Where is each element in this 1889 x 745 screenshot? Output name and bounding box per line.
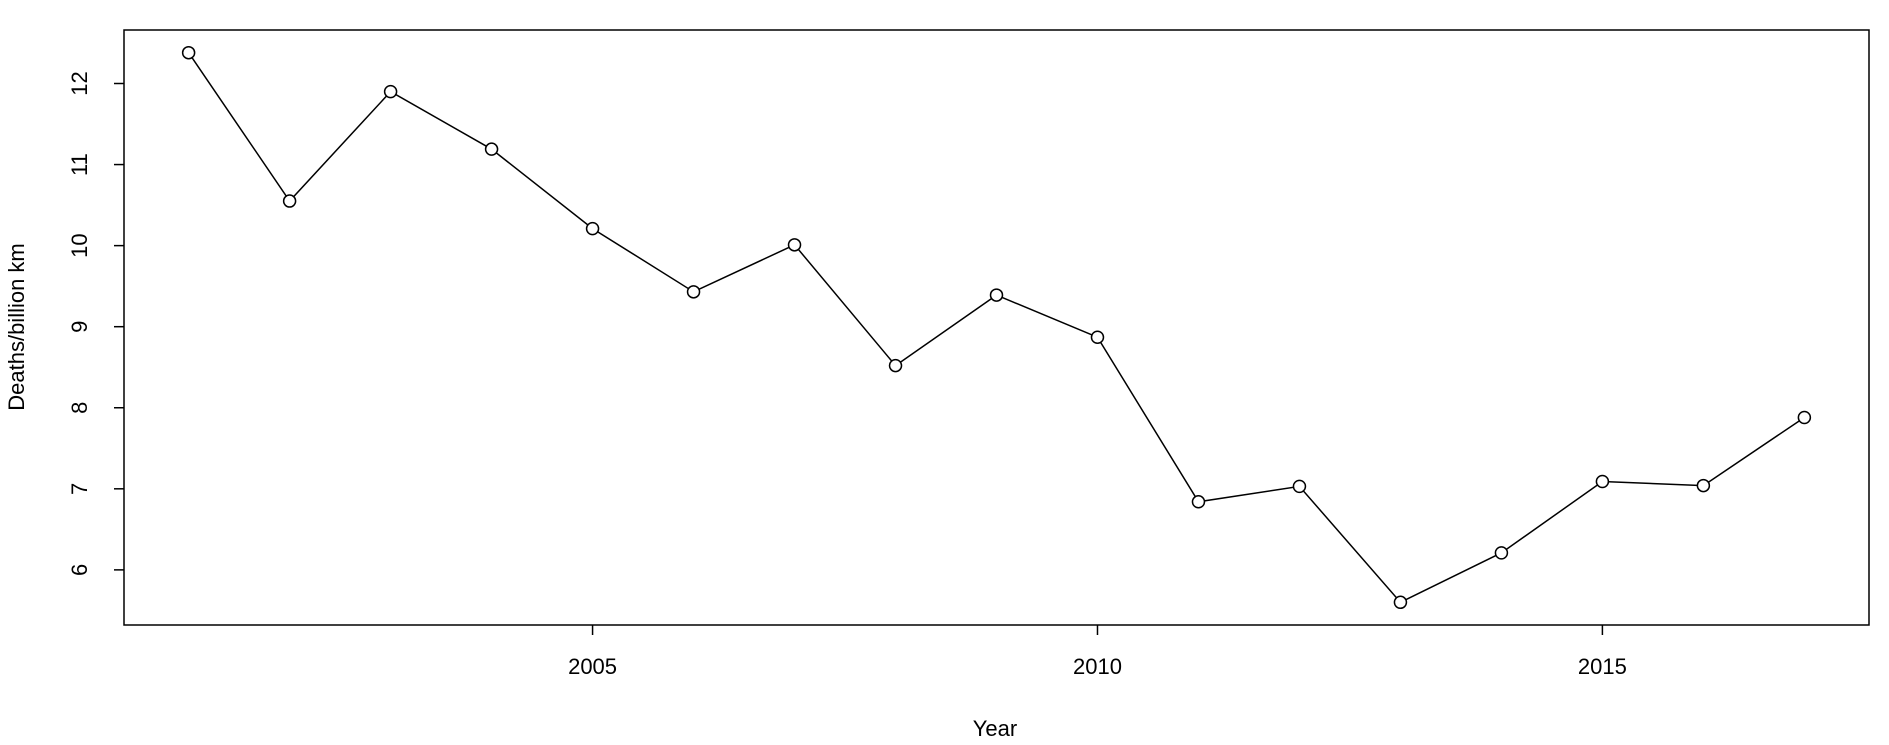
data-point	[1595, 474, 1610, 489]
y-tick-label: 6	[67, 564, 92, 576]
y-tick-label: 12	[67, 71, 92, 95]
data-point	[1797, 410, 1812, 425]
y-tick-label: 7	[67, 483, 92, 495]
data-point	[686, 285, 701, 299]
x-tick-label: 2010	[1073, 654, 1122, 679]
data-point	[484, 142, 499, 156]
y-tick-label: 11	[67, 153, 92, 176]
series-line	[188, 52, 1805, 604]
y-tick-label: 8	[67, 402, 92, 414]
data-point	[1696, 478, 1711, 493]
data-point	[888, 358, 903, 373]
data-point	[181, 45, 196, 60]
data-point	[585, 221, 600, 236]
plot-frame	[123, 29, 1870, 626]
y-tick-label: 9	[67, 321, 92, 333]
data-point	[1494, 546, 1509, 560]
x-tick-label: 2005	[568, 654, 617, 679]
y-axis-label: Deaths/billion km	[4, 243, 29, 411]
data-point	[383, 84, 398, 99]
data-point	[1090, 330, 1105, 344]
data-point	[1393, 595, 1408, 610]
x-axis-label: Year	[973, 716, 1017, 741]
data-point	[1191, 495, 1206, 509]
y-tick-label: 10	[67, 233, 92, 257]
x-tick-label: 2015	[1578, 654, 1627, 679]
data-point	[787, 238, 802, 252]
data-point	[282, 194, 297, 208]
data-point	[1292, 479, 1307, 494]
data-point	[989, 288, 1004, 302]
